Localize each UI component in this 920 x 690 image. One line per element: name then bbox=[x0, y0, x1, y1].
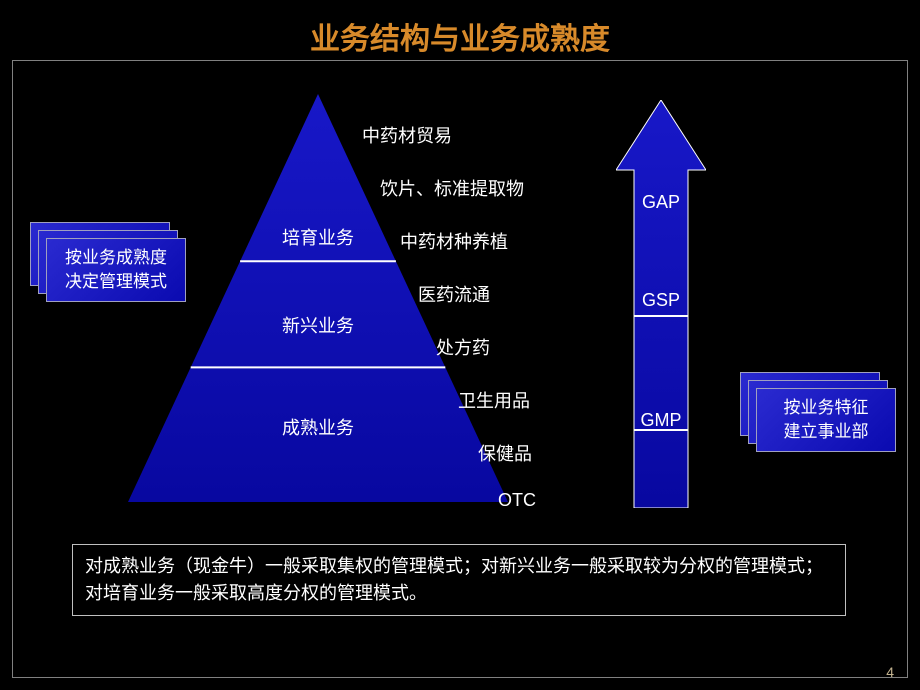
side-item-6: 保健品 bbox=[478, 440, 532, 466]
pyramid-label-middle: 新兴业务 bbox=[282, 312, 354, 338]
pyramid-label-top: 培育业务 bbox=[282, 224, 354, 250]
arrow-label-gmp: GMP bbox=[616, 410, 706, 431]
side-item-1: 饮片、标准提取物 bbox=[380, 175, 524, 201]
footer-text: 对成熟业务（现金牛）一般采取集权的管理模式；对新兴业务一般采取较为分权的管理模式… bbox=[85, 556, 823, 603]
arrow-label-gsp: GSP bbox=[616, 290, 706, 311]
page-number: 4 bbox=[886, 664, 894, 680]
side-item-0: 中药材贸易 bbox=[362, 122, 452, 148]
footer-note: 对成熟业务（现金牛）一般采取集权的管理模式；对新兴业务一般采取较为分权的管理模式… bbox=[72, 544, 846, 616]
note-right-front: 按业务特征 建立事业部 bbox=[756, 388, 896, 452]
side-item-7: OTC bbox=[498, 490, 536, 511]
side-item-2: 中药材种养植 bbox=[400, 228, 508, 254]
note-right-line2: 建立事业部 bbox=[784, 420, 869, 444]
pyramid-label-bottom: 成熟业务 bbox=[282, 414, 354, 440]
arrow-label-gap: GAP bbox=[616, 192, 706, 213]
side-item-3: 医药流通 bbox=[418, 281, 490, 307]
side-item-4: 处方药 bbox=[436, 334, 490, 360]
side-item-5: 卫生用品 bbox=[458, 387, 530, 413]
note-right-line1: 按业务特征 bbox=[784, 396, 869, 420]
arrow-column: GAP GSP GMP bbox=[616, 100, 706, 508]
slide-title: 业务结构与业务成熟度 bbox=[0, 14, 920, 58]
slide-title-text: 业务结构与业务成熟度 bbox=[310, 23, 610, 56]
